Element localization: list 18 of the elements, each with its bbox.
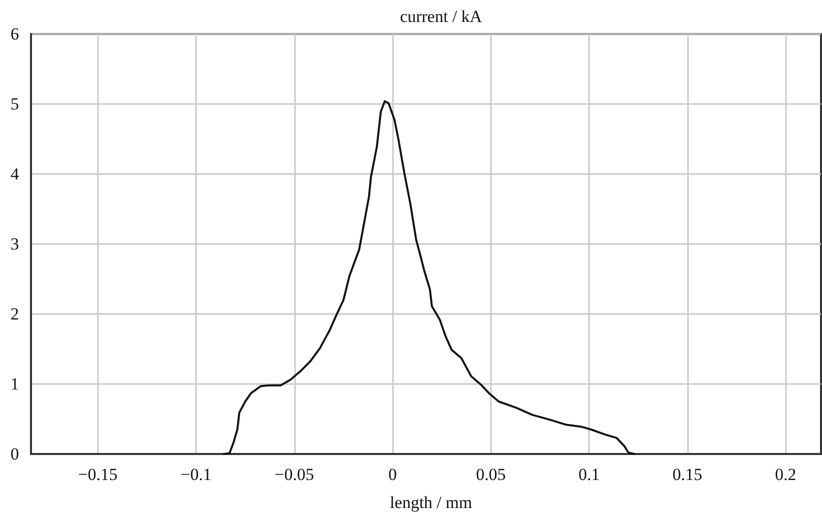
x-tick-label: 0.2 [775, 465, 796, 484]
y-tick-label: 3 [10, 234, 19, 254]
x-tick-label: 0.05 [476, 465, 506, 484]
y-tick-label: 4 [10, 164, 20, 184]
y-tick-label: 6 [10, 24, 19, 44]
x-tick-label: −0.15 [78, 465, 118, 484]
y-tick-label: 5 [10, 94, 19, 114]
x-tick-label: 0.15 [672, 465, 702, 484]
line-series [222, 100, 636, 455]
y-tick-label: 2 [10, 304, 19, 324]
y-tick-label: 0 [10, 444, 19, 464]
x-tick-label: −0.1 [180, 465, 212, 484]
x-tick-label: 0.1 [578, 465, 600, 484]
x-axis-title: length / mm [390, 493, 472, 512]
x-tick-label: −0.05 [274, 465, 314, 484]
y-tick-label: 1 [10, 374, 19, 394]
chart-title: current / kA [400, 7, 483, 26]
x-tick-label: 0 [388, 465, 397, 484]
